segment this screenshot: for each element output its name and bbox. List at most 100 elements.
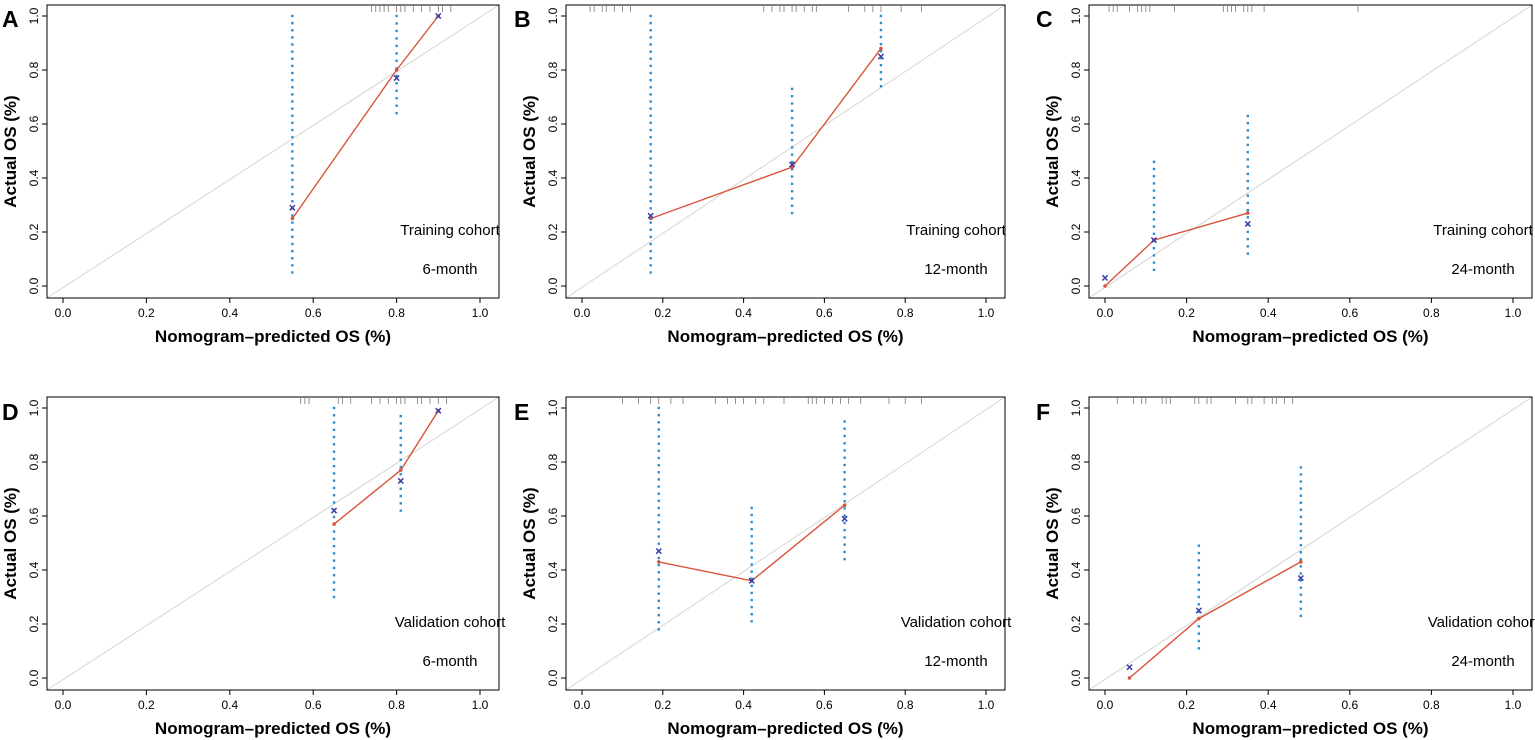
- panel-a-ci-dot: [291, 93, 294, 96]
- panel-f-ci-dot: [1197, 566, 1201, 569]
- panel-d-y-axis-title: Actual OS (%): [1, 487, 20, 599]
- panel-c-ci-dot: [1246, 121, 1249, 125]
- panel-f-ci-dot: [1299, 501, 1303, 504]
- panel-e-ci-dot: [750, 570, 753, 573]
- panel-c-x-tick-label: 0.0: [1097, 306, 1114, 320]
- panel-b-ci-dot: [790, 182, 794, 186]
- panel-b-ci-dot: [790, 160, 794, 164]
- panel-c-corrected-marker: [1244, 220, 1251, 228]
- panel-e-y-tick-label: 1.0: [546, 399, 560, 416]
- panel-b-ci-dot: [649, 64, 652, 68]
- panel-e-letter: E: [514, 399, 529, 425]
- panel-e-observed-point: [842, 503, 847, 508]
- panel-a-ci-dot: [291, 185, 294, 189]
- panel-d-x-tick-label: 0.8: [388, 698, 405, 712]
- panel-e-ci-dot: [657, 506, 660, 510]
- panel-e: E 0.0 0.2 0.4 0.6 0.8 1.0 0.0 0.2 0.4 0.6 0.8 1.0 Nom…: [514, 396, 1012, 738]
- panel-f-ci-dot: [1197, 551, 1201, 555]
- panel-c-x-tick-label: 0.2: [1178, 306, 1195, 320]
- panel-f-x-tick-label: 0.2: [1178, 698, 1195, 712]
- panel-c-ci-dot: [1152, 182, 1156, 185]
- panel-d-ci-dot: [332, 457, 336, 461]
- panel-f-ci-dot: [1299, 551, 1303, 554]
- panel-e-frame: [565, 396, 1006, 691]
- panel-f-ci-dot: [1197, 639, 1201, 643]
- panel-f-x-tick-label: 1.0: [1505, 698, 1522, 712]
- panel-e-corrected-marker: [841, 515, 848, 522]
- panel-e-y-tick-label: 0.4: [546, 561, 560, 578]
- panel-e-ci-dot: [750, 605, 753, 609]
- panel-d-ci-dot: [332, 559, 336, 562]
- panel-d-x-tick-label: 1.0: [472, 698, 489, 712]
- panel-e-ci-dot: [657, 592, 660, 595]
- panel-a: A 0.0 0.2 0.4 0.6 0.8 1.0 0.0 0.2 0.4 0.6 0.8 1.0 Nom…: [1, 4, 501, 346]
- panel-e-x-tick-label: 0.0: [574, 698, 591, 712]
- panel-b-ci-dot: [879, 70, 883, 74]
- panel-d-x-tick-label: 0.4: [221, 698, 238, 712]
- panel-b-ci-dot: [879, 28, 883, 32]
- panel-e-ci-dot: [843, 500, 846, 503]
- panel-e-ci-dot: [657, 442, 660, 445]
- panel-b-ci-dot: [649, 264, 652, 267]
- panel-c-y-tick-label: 1.0: [1069, 7, 1083, 24]
- panel-d-ci-dot: [332, 494, 336, 497]
- panel-e-x-tick-label: 0.8: [897, 698, 914, 712]
- panel-e-ci-dot: [657, 449, 660, 453]
- panel-c-x-tick-label: 0.8: [1423, 306, 1440, 320]
- panel-d-ci-dot: [332, 421, 336, 424]
- panel-e-ci-dot: [843, 521, 846, 525]
- panel-d-ci-dot: [399, 465, 402, 469]
- panel-d-ci-dot: [399, 509, 402, 512]
- panel-a-ci-dot: [291, 21, 294, 25]
- panel-d-ci-dot: [399, 414, 402, 418]
- panel-b-ci-dot: [879, 77, 883, 81]
- panel-a-ideal-line: [46, 4, 500, 299]
- panel-a-observed-point: [290, 216, 295, 221]
- panel-b-ci-dot: [649, 178, 652, 182]
- panel-b-ci-dot: [649, 185, 652, 189]
- panel-c-ci-dot: [1152, 232, 1156, 235]
- panel-c-x-tick-label: 1.0: [1505, 306, 1522, 320]
- panel-c-ci-dot: [1152, 247, 1156, 250]
- panel-c-timepoint-label: 24-month: [1451, 261, 1514, 278]
- panel-e-ci-dot: [843, 514, 846, 517]
- panel-a-x-tick-label: 1.0: [472, 306, 489, 320]
- panel-f-y-tick-label: 1.0: [1069, 399, 1083, 416]
- panel-e-x-axis-title: Nomogram–predicted OS (%): [667, 719, 903, 738]
- panel-d-corrected-marker: [397, 477, 404, 485]
- panel-f-ci-dot: [1197, 544, 1201, 547]
- panel-e-ci-dot: [657, 513, 660, 517]
- panel-e-observed-point: [656, 560, 661, 564]
- panel-e-ci-dot: [843, 442, 846, 445]
- panel-b-cohort-label: Training cohort: [906, 222, 1006, 239]
- panel-d-ci-dot: [399, 458, 402, 461]
- panel-a-ci-dot: [291, 171, 294, 174]
- panel-a-x-tick-label: 0.2: [138, 306, 155, 320]
- panel-c-ci-dot: [1246, 201, 1249, 205]
- panel-a-ci-dot: [291, 214, 294, 217]
- panel-b-observed-point: [879, 46, 883, 51]
- panel-a-ci-dot: [395, 82, 398, 85]
- panel-a-ci-dot: [395, 37, 398, 40]
- panel-e-ci-dot: [657, 556, 660, 560]
- panel-b-x-tick-label: 0.8: [897, 306, 914, 320]
- panel-f-corrected-marker: [1195, 607, 1202, 614]
- panel-b-x-tick-label: 0.6: [816, 306, 833, 320]
- panel-a-ci-dot: [291, 107, 294, 110]
- panel-d-x-tick-label: 0.2: [138, 698, 155, 712]
- panel-e-ci-dot: [657, 521, 660, 524]
- panel-c-ci-dot: [1246, 165, 1249, 168]
- panel-a-ci-dot: [291, 57, 294, 60]
- panel-f-x-tick-label: 0.4: [1260, 698, 1277, 712]
- panel-f-ci-dot: [1299, 593, 1303, 596]
- panel-c-y-tick-label: 0.4: [1069, 169, 1083, 186]
- panel-d-ci-dot: [332, 544, 336, 548]
- panel-b-ci-dot: [649, 100, 652, 103]
- panel-f-ci-dot: [1299, 558, 1303, 561]
- panel-b-ci-dot: [649, 78, 652, 82]
- panel-f-ci-dot: [1299, 572, 1303, 575]
- panel-e-ci-dot: [750, 527, 753, 531]
- panel-a-ci-dot: [395, 22, 398, 25]
- panel-a-observed-point: [394, 68, 399, 72]
- panel-d-ci-dot: [332, 450, 336, 453]
